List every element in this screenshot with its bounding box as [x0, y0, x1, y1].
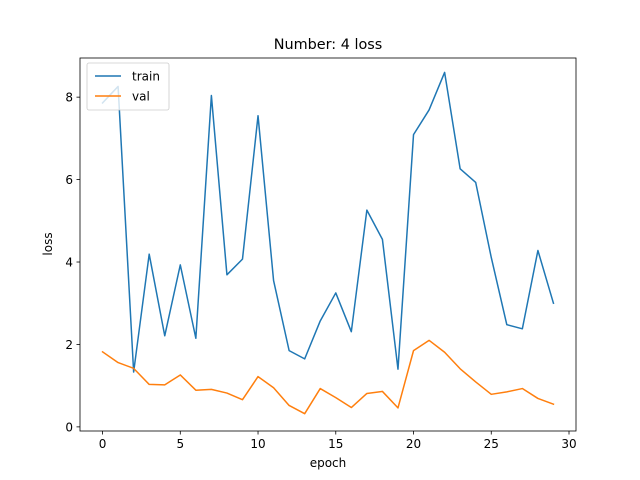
- x-tick-label: 30: [561, 437, 576, 451]
- plot-background: [80, 58, 576, 431]
- plot-frame: [79, 57, 577, 432]
- y-axis-label: loss: [41, 232, 55, 255]
- chart-title: Number: 4 loss: [274, 37, 383, 53]
- x-tick-label: 5: [176, 437, 184, 451]
- legend-label-train: train: [132, 70, 160, 84]
- legend-box: [86, 62, 170, 111]
- legend-label-val: val: [132, 90, 150, 104]
- y-tick-label: 2: [65, 338, 73, 352]
- series-line-val: [101, 339, 555, 415]
- y-tick-label: 0: [65, 420, 73, 434]
- x-axis-label: epoch: [310, 456, 347, 470]
- x-tick-label: 20: [406, 437, 421, 451]
- x-tick-label: 15: [328, 437, 343, 451]
- y-tick-label: 8: [65, 91, 73, 105]
- series-line-train: [101, 71, 555, 373]
- y-tick-label: 6: [65, 173, 73, 187]
- x-tick-label: 0: [99, 437, 107, 451]
- y-tick-label: 4: [65, 256, 73, 270]
- x-tick-label: 25: [484, 437, 499, 451]
- plot-area: 0 5 10 15 20 25 30 0 2 4 6 8 train val: [65, 57, 577, 451]
- x-tick-label: 10: [250, 437, 265, 451]
